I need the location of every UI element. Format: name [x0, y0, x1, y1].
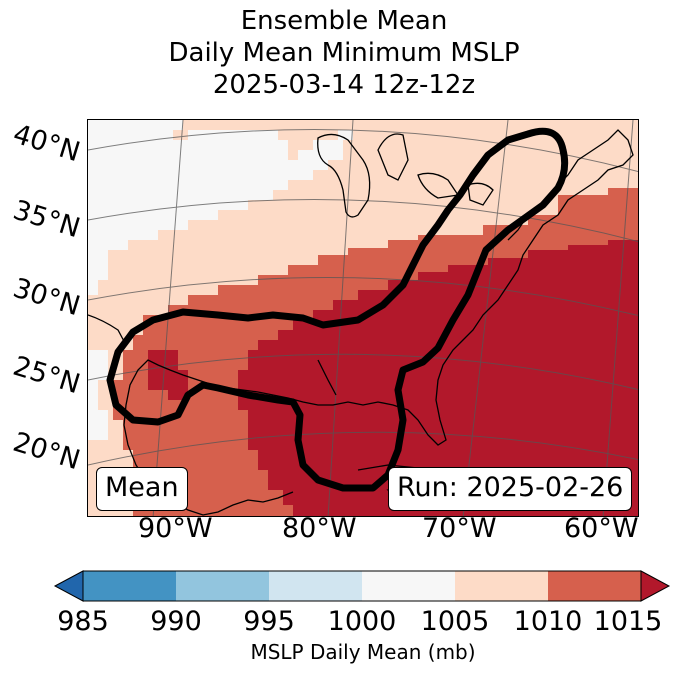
lat-label-20: 20°N — [9, 426, 84, 477]
lon-label-70w: 70°W — [422, 513, 497, 544]
colorbar-bin-1005 — [455, 571, 548, 601]
colorbar-bin-1010 — [548, 571, 641, 601]
mean-contour — [106, 127, 569, 492]
colorbar-tick-1005: 1005 — [420, 606, 490, 637]
title-line-2: Daily Mean Minimum MSLP — [168, 38, 520, 68]
colorbar-tick-1015: 1015 — [593, 606, 663, 637]
colorbar-extend-low — [53, 570, 84, 602]
lat-label-35: 35°N — [9, 194, 84, 245]
run-label-box: Run: 2025-02-26 — [388, 467, 633, 511]
lon-label-60w: 60°W — [564, 513, 639, 544]
lon-label-90w: 90°W — [138, 513, 213, 544]
lat-label-40: 40°N — [9, 118, 84, 169]
title-line-1: Ensemble Mean — [240, 6, 448, 36]
colorbar-bin-1000 — [362, 571, 455, 601]
lon-label-80w: 80°W — [282, 513, 357, 544]
colorbar-tick-1000: 1000 — [327, 606, 397, 637]
colorbar-tick-1010: 1010 — [513, 606, 583, 637]
lat-label-30: 30°N — [9, 272, 84, 323]
colorbar-frame — [82, 570, 642, 602]
title-line-3: 2025-03-14 12z-12z — [212, 70, 476, 100]
field-1015-west — [148, 350, 188, 400]
field-1000-b — [88, 350, 108, 440]
colorbar-label: MSLP Daily Mean (mb) — [250, 640, 476, 664]
mean-label-box: Mean — [96, 467, 188, 511]
map-panel — [87, 119, 639, 517]
colorbar-extend-high — [640, 570, 671, 602]
colorbar-bin-985 — [83, 571, 176, 601]
colorbar-tick-995: 995 — [243, 606, 295, 637]
lat-label-25: 25°N — [9, 350, 84, 401]
map-svg — [88, 120, 638, 516]
colorbar — [53, 570, 671, 602]
field-1000 — [88, 120, 353, 295]
colorbar-tick-985: 985 — [57, 606, 109, 637]
colorbar-tick-990: 990 — [150, 606, 202, 637]
colorbar-bin-995 — [269, 571, 362, 601]
colorbar-bin-990 — [176, 571, 269, 601]
